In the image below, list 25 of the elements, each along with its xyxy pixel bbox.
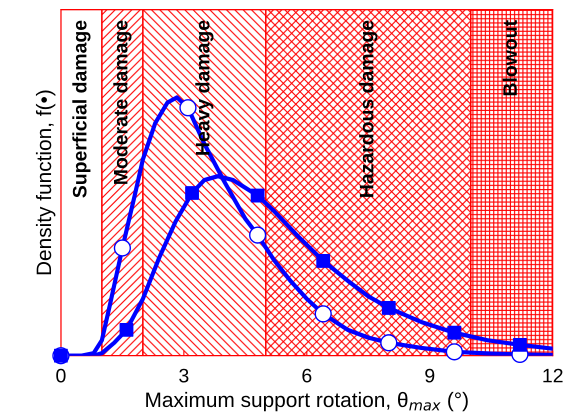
- band-label: Hazardous damage: [359, 20, 378, 197]
- point: [447, 326, 462, 340]
- point: [185, 186, 199, 200]
- point: [314, 305, 332, 322]
- point: [114, 239, 131, 257]
- x-axis-title: Maximum support rotation, θ$_{max}$ (°): [146, 392, 468, 412]
- point: [179, 99, 197, 116]
- point: [316, 254, 330, 268]
- point: [120, 322, 134, 337]
- point: [250, 188, 265, 202]
- x-tick-label: 9: [425, 368, 434, 382]
- band-label: Heavy damage: [195, 20, 214, 155]
- band-label: Moderate damage: [113, 20, 132, 184]
- point: [382, 301, 396, 315]
- band-label: Blowout: [502, 20, 517, 96]
- x-tick-label: 12: [543, 368, 563, 382]
- point: [446, 343, 463, 360]
- point: [380, 334, 398, 352]
- band-label: Superficial damage: [72, 20, 91, 198]
- y-axis-title: Density function, f(•): [36, 90, 56, 274]
- x-tick-label: 3: [179, 368, 188, 382]
- x-tick-label: 6: [302, 368, 312, 382]
- point: [249, 226, 266, 244]
- x-tick-label: 0: [56, 368, 66, 382]
- point: [513, 338, 527, 352]
